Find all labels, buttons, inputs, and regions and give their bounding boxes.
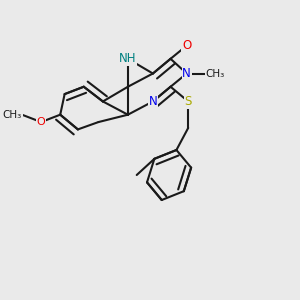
Text: S: S: [184, 95, 192, 108]
Text: NH: NH: [119, 52, 136, 65]
Text: N: N: [148, 95, 157, 108]
Text: CH₃: CH₃: [206, 68, 225, 79]
Text: O: O: [37, 117, 46, 127]
Text: N: N: [182, 67, 191, 80]
Text: CH₃: CH₃: [3, 110, 22, 120]
Text: O: O: [182, 39, 191, 52]
